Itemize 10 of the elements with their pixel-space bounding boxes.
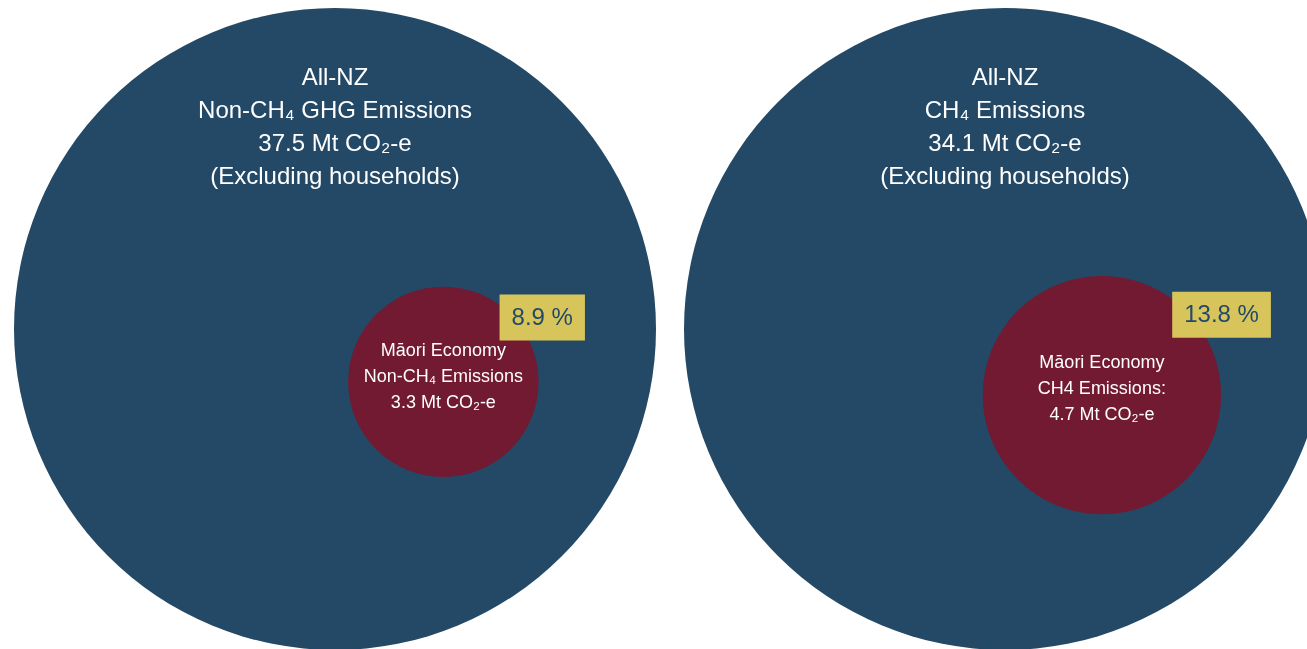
category-label: Māori Economy <box>380 340 506 361</box>
data-label: Non-CH₄ GHG Emissions 37.5 Mt CO₂-e (Excluding households) <box>198 96 472 190</box>
category-label: All-NZ <box>301 63 369 91</box>
data-label: CH₄ Emissions 34.1 Mt CO₂-e (Excluding households) <box>880 96 1130 190</box>
category-label: All-NZ <box>971 63 1039 91</box>
text: 13.8 % <box>1184 300 1259 328</box>
data-label: Non-CH₄ Emissions 3.3 Mt CO₂-e <box>363 366 524 413</box>
category-label: Māori Economy <box>1039 352 1165 373</box>
text: 8.9 % <box>511 303 573 331</box>
data-label: CH4 Emissions: 4.7 Mt CO₂-e <box>1037 378 1166 425</box>
